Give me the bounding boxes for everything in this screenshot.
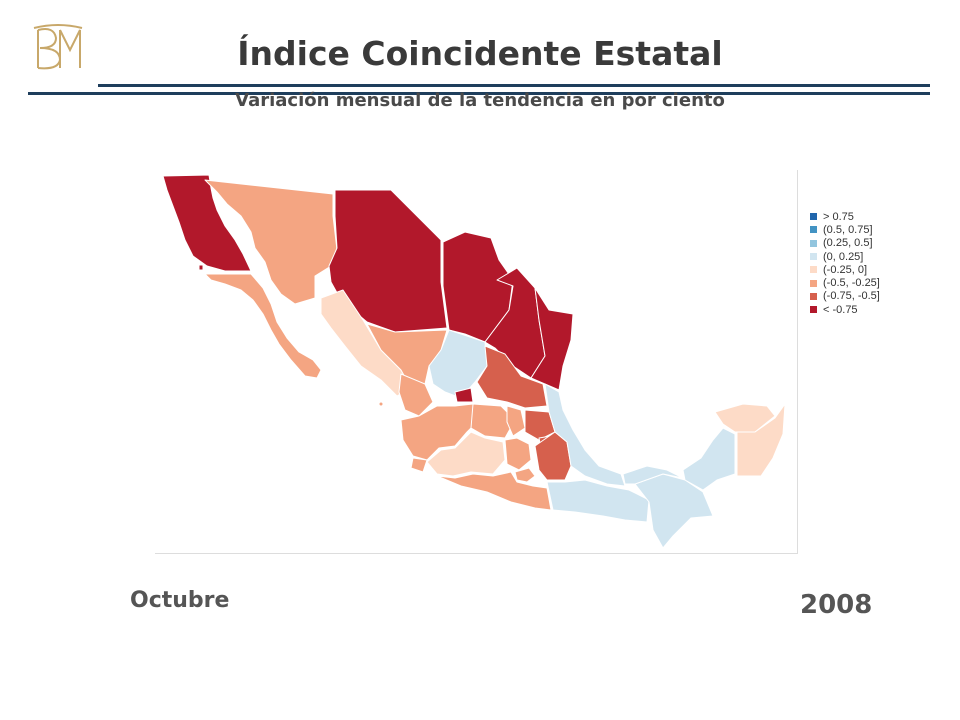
state-hidalgo bbox=[524, 409, 556, 441]
state-chiapas bbox=[634, 473, 714, 549]
page-subtitle: Variación mensual de la tendencia en por… bbox=[235, 90, 725, 111]
map-legend: > 0.75 (0.5, 0.75] (0.25, 0.5] (0, 0.25]… bbox=[810, 210, 880, 316]
legend-label: (0, 0.25] bbox=[823, 250, 864, 263]
state-campeche bbox=[682, 427, 736, 491]
legend-item: (-0.5, -0.25] bbox=[810, 276, 880, 289]
legend-item: (-0.75, -0.5] bbox=[810, 290, 880, 303]
legend-swatch bbox=[810, 226, 817, 234]
state-sonora bbox=[204, 179, 338, 305]
title-rule-bottom bbox=[28, 92, 930, 95]
legend-label: (-0.75, -0.5] bbox=[823, 290, 880, 303]
legend-swatch bbox=[810, 213, 817, 221]
legend-swatch bbox=[810, 239, 817, 247]
state-guerrero bbox=[436, 471, 552, 511]
state-aguascalientes bbox=[454, 387, 474, 403]
map-frame bbox=[155, 170, 798, 554]
state-queretaro bbox=[506, 405, 526, 437]
state-nayarit bbox=[398, 373, 434, 417]
legend-label: (-0.25, 0] bbox=[823, 263, 868, 276]
state-chihuahua bbox=[328, 189, 448, 333]
legend-label: > 0.75 bbox=[823, 210, 854, 223]
legend-swatch bbox=[810, 253, 817, 261]
month-label: Octubre bbox=[130, 588, 230, 613]
banxico-logo-icon bbox=[33, 24, 83, 70]
legend-swatch bbox=[810, 292, 817, 300]
legend-swatch bbox=[810, 306, 817, 314]
legend-swatch bbox=[810, 266, 817, 274]
year-label: 2008 bbox=[800, 590, 873, 620]
state-sinaloa bbox=[320, 289, 412, 397]
legend-label: < -0.75 bbox=[823, 303, 858, 316]
state-jalisco bbox=[400, 403, 482, 461]
state-mexico bbox=[504, 437, 532, 471]
state-colima bbox=[410, 457, 428, 473]
state-durango bbox=[366, 323, 448, 389]
legend-label: (-0.5, -0.25] bbox=[823, 277, 880, 290]
state-baja-california-fragment bbox=[198, 264, 204, 271]
state-san-luis-potosi bbox=[476, 345, 548, 409]
state-morelos bbox=[514, 467, 536, 483]
legend-item: > 0.75 bbox=[810, 210, 880, 223]
legend-item: (0.5, 0.75] bbox=[810, 223, 880, 236]
state-yucatan bbox=[714, 403, 776, 433]
legend-label: (0.5, 0.75] bbox=[823, 223, 873, 236]
state-oaxaca bbox=[546, 479, 650, 523]
mexico-choropleth-map bbox=[162, 174, 786, 549]
state-quintana-roo bbox=[736, 403, 786, 477]
legend-item: < -0.75 bbox=[810, 303, 880, 316]
legend-item: (0.25, 0.5] bbox=[810, 237, 880, 250]
state-baja-california-sur bbox=[204, 273, 322, 379]
title-rule-top bbox=[98, 84, 930, 87]
legend-item: (0, 0.25] bbox=[810, 250, 880, 263]
state-veracruz bbox=[544, 383, 626, 487]
state-tamaulipas bbox=[530, 287, 574, 391]
state-guanajuato bbox=[470, 403, 516, 439]
legend-item: (-0.25, 0] bbox=[810, 263, 880, 276]
state-michoacan bbox=[426, 431, 506, 477]
state-baja-california bbox=[162, 174, 252, 272]
legend-label: (0.25, 0.5] bbox=[823, 237, 873, 250]
legend-swatch bbox=[810, 279, 817, 287]
state-tabasco bbox=[622, 465, 684, 485]
page-title: Índice Coincidente Estatal bbox=[237, 34, 723, 73]
state-nuevo-leon bbox=[484, 267, 546, 379]
state-island-fragment bbox=[379, 402, 383, 406]
